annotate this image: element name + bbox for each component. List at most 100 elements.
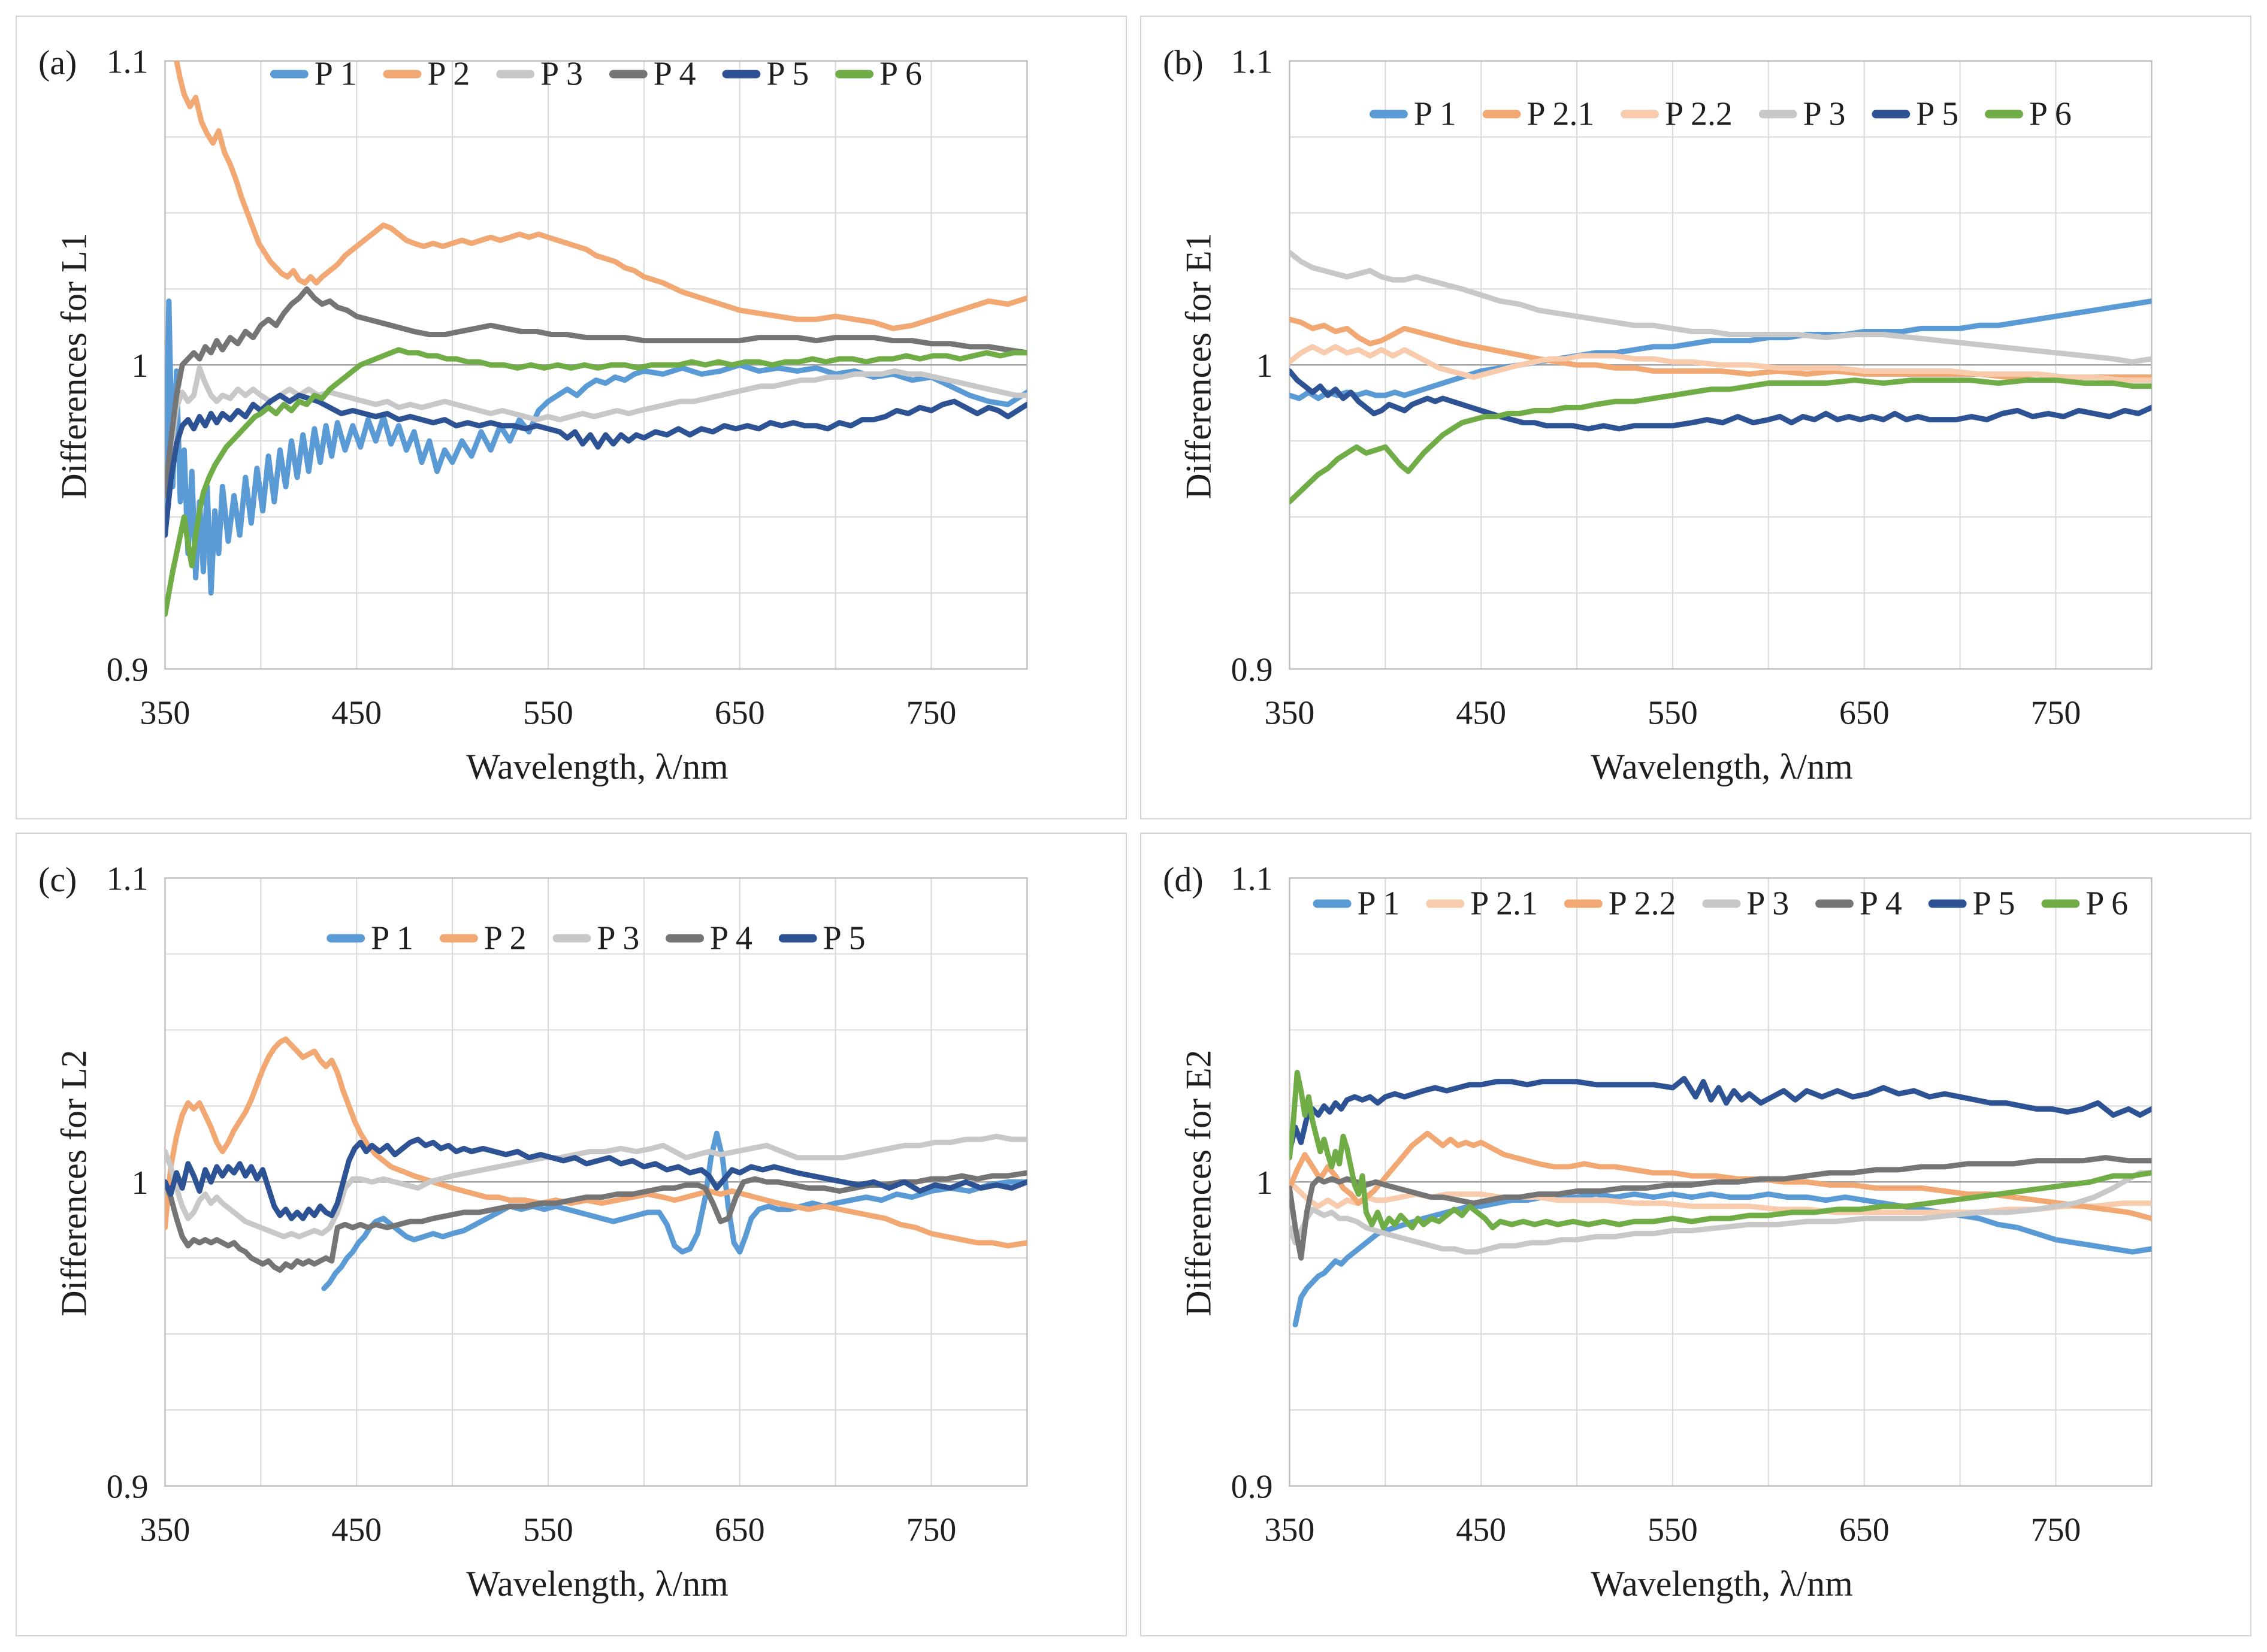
- legend-swatch: [327, 934, 365, 943]
- legend-label: P 3: [1803, 96, 1846, 133]
- legend-item: P 5: [778, 919, 866, 957]
- legend-item: P 2.1: [1482, 96, 1594, 133]
- legend-swatch: [383, 69, 422, 78]
- x-tick-label: 450: [331, 694, 382, 731]
- x-tick-label: 750: [906, 694, 957, 731]
- y-tick-label: 1.1: [107, 861, 149, 898]
- legend-swatch: [609, 69, 648, 78]
- chart-panel-b: (b) Differences for E1 Wavelength, λ/nm …: [1140, 16, 2251, 819]
- y-tick-label: 1: [132, 347, 149, 385]
- legend-item: P 5: [1928, 885, 2015, 922]
- legend-item: P 1: [1313, 885, 1400, 922]
- legend-swatch: [1872, 110, 1911, 119]
- x-tick-label: 550: [523, 1511, 573, 1548]
- legend-swatch: [1758, 110, 1797, 119]
- legend-label: P 5: [823, 919, 866, 957]
- legend-item: P 6: [835, 56, 922, 93]
- x-tick-label: 350: [1265, 1511, 1315, 1548]
- x-axis-title: Wavelength, λ/nm: [466, 747, 729, 786]
- figure-grid: (a) Differences for L1 Wavelength, λ/nm …: [16, 16, 2251, 1636]
- series-line-p6: [165, 347, 1027, 617]
- series-line-p6: [1289, 1070, 2152, 1230]
- series-line-p5: [1289, 368, 2152, 432]
- series-line-p2.2: [1289, 344, 2152, 383]
- legend-swatch: [1370, 110, 1408, 119]
- series-line-p1: [1289, 298, 2152, 401]
- legend-swatch: [1985, 110, 2023, 119]
- series-line-p3: [1289, 250, 2152, 365]
- legend: P 1 P 2.1 P 2.2 P 3 P 4 P 5 P 6: [1313, 885, 2128, 922]
- y-tick-label: 0.9: [1231, 652, 1273, 689]
- legend-item: P 2.2: [1621, 96, 1733, 133]
- y-axis-title: Differences for E1: [1178, 232, 1219, 500]
- legend-swatch: [1928, 899, 1967, 908]
- legend-label: P 6: [879, 56, 922, 93]
- series-line-p2.1: [1289, 316, 2152, 380]
- y-tick-label: 1: [132, 1164, 149, 1202]
- legend-label: P 1: [315, 56, 357, 93]
- legend-label: P 6: [2029, 96, 2072, 133]
- series-line-p3: [165, 365, 1027, 498]
- series-line-p1: [1292, 1191, 2152, 1328]
- legend-swatch: [1313, 899, 1352, 908]
- legend-item: P 1: [270, 56, 357, 93]
- series-line-p6: [1289, 377, 2152, 505]
- legend-swatch: [1426, 899, 1465, 908]
- x-tick-label: 350: [140, 694, 191, 731]
- x-tick-label: 750: [2031, 694, 2081, 731]
- series-line-p4: [165, 1170, 1027, 1273]
- legend-swatch: [1702, 899, 1741, 908]
- legend-item: P 5: [1872, 96, 1958, 133]
- series-line-p5: [1289, 1076, 2152, 1155]
- panel-label: (c): [38, 860, 77, 899]
- x-axis-title: Wavelength, λ/nm: [1591, 1564, 1853, 1603]
- series-line-p2: [174, 60, 1027, 331]
- x-tick-label: 450: [1456, 694, 1506, 731]
- legend-item: P 1: [1370, 96, 1456, 133]
- chart-panel-d: (d) Differences for E2 Wavelength, λ/nm …: [1140, 833, 2251, 1636]
- legend-label: P 4: [1860, 885, 1902, 922]
- legend-swatch: [835, 69, 874, 78]
- panel-label: (b): [1163, 43, 1204, 82]
- x-tick-label: 350: [140, 1511, 191, 1548]
- x-tick-label: 650: [715, 1511, 765, 1548]
- legend-item: P 3: [1758, 96, 1846, 133]
- legend-item: P 3: [496, 56, 583, 93]
- legend-item: P 6: [1985, 96, 2072, 133]
- legend-label: P 2: [427, 56, 470, 93]
- legend-label: P 6: [2085, 885, 2128, 922]
- series-line-p1: [321, 1130, 1027, 1291]
- legend: P 1 P 2 P 3 P 4 P 5: [327, 919, 866, 957]
- series-line-p3: [1289, 1170, 2152, 1255]
- chart-svg: 350 450 550 650 750 0.9 1 1.1 P 1 P 2 P 3 P 4 P 5: [107, 861, 1028, 1548]
- x-tick-label: 750: [906, 1511, 957, 1548]
- legend-label: P 5: [1973, 885, 2015, 922]
- legend-label: P 1: [1358, 885, 1400, 922]
- legend-swatch: [1621, 110, 1660, 119]
- series-line-p5: [165, 1136, 1027, 1221]
- y-axis-title: Differences for L1: [54, 232, 94, 500]
- x-tick-label: 550: [523, 694, 573, 731]
- y-tick-label: 1.1: [1231, 44, 1273, 81]
- legend-item: P 2.2: [1564, 885, 1676, 922]
- legend-label: P 2: [484, 919, 527, 957]
- x-tick-label: 550: [1648, 694, 1698, 731]
- legend-swatch: [778, 934, 817, 943]
- series-line-p4: [1289, 1155, 2152, 1261]
- legend-label: P 4: [710, 919, 752, 957]
- y-axis-title: Differences for E2: [1178, 1049, 1219, 1317]
- x-tick-label: 650: [715, 694, 765, 731]
- y-tick-label: 1: [1256, 347, 1273, 385]
- series-line-p3: [165, 1133, 1027, 1240]
- y-tick-label: 0.9: [1231, 1469, 1273, 1506]
- legend-swatch: [552, 934, 591, 943]
- y-tick-label: 1: [1256, 1164, 1273, 1202]
- legend-swatch: [666, 934, 705, 943]
- legend-item: P 4: [666, 919, 752, 957]
- x-tick-label: 650: [1839, 1511, 1890, 1548]
- legend-item: P 2.1: [1426, 885, 1538, 922]
- chart-panel-a: (a) Differences for L1 Wavelength, λ/nm …: [16, 16, 1127, 819]
- x-tick-label: 650: [1839, 694, 1890, 731]
- panel-label: (d): [1163, 860, 1204, 899]
